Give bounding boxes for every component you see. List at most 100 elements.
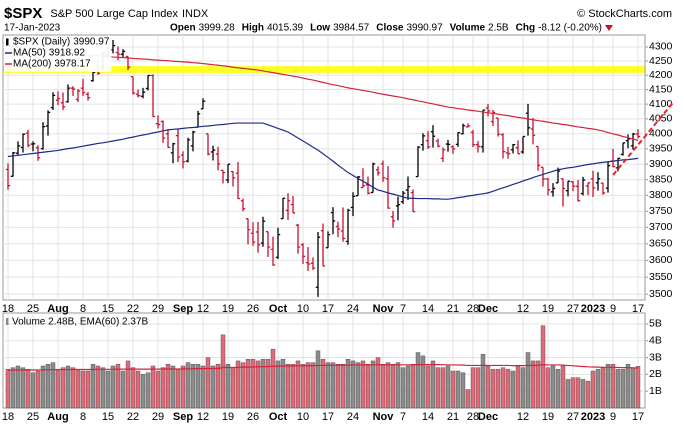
x-tick-label: Sep xyxy=(173,303,193,315)
stat-value: 3999.28 xyxy=(199,23,236,34)
volume-bar xyxy=(230,367,236,409)
volume-bar xyxy=(280,359,286,409)
y-tick-label: 3850 xyxy=(649,173,673,185)
volume-bar xyxy=(365,364,371,409)
x-tick-label: 29 xyxy=(152,411,164,423)
volume-bar xyxy=(345,359,351,409)
volume-bar xyxy=(220,334,226,409)
volume-chart: 1B 2B 3B 4B 5B 18 25 Aug 8 15 22 29 Sep 12 19 26 Oct 10 17… xyxy=(2,313,662,423)
volume-bar xyxy=(195,364,201,409)
volume-bar xyxy=(445,365,451,409)
volume-bar xyxy=(520,367,526,409)
price-chart: 3500 3550 3600 3650 3700 3750 3800 3850 3900 3950… xyxy=(2,35,674,315)
x-tick-label: Dec xyxy=(478,303,498,315)
volume-bar xyxy=(90,364,96,409)
volume-bar xyxy=(515,365,521,409)
volume-bar xyxy=(70,367,76,409)
x-tick-label: Nov xyxy=(373,411,395,423)
x-tick-label: 25 xyxy=(27,303,39,315)
x-tick-label: 19 xyxy=(222,411,234,423)
volume-bar xyxy=(75,369,81,409)
y-tick-label: 1B xyxy=(649,385,662,397)
symbol: $SPX xyxy=(4,5,42,22)
volume-bar xyxy=(625,364,631,409)
volume-bar xyxy=(115,364,121,409)
volume-bar xyxy=(145,372,151,409)
x-tick-label: 7 xyxy=(400,411,406,423)
x-tick-label: Aug xyxy=(47,303,68,315)
x-tick-label: 10 xyxy=(297,411,309,423)
volume-bar xyxy=(240,362,246,409)
volume-bar xyxy=(600,367,606,409)
x-tick-label: 15 xyxy=(102,411,114,423)
volume-bar xyxy=(460,372,466,409)
x-tick-label: 17 xyxy=(322,303,334,315)
volume-bar xyxy=(275,360,281,409)
volume-bar xyxy=(425,365,431,409)
x-tick-label: 10 xyxy=(297,303,309,315)
volume-bar xyxy=(105,370,111,409)
volume-bar xyxy=(260,359,266,409)
volume-bar xyxy=(330,362,336,409)
volume-bar xyxy=(400,367,406,409)
date: 17-Jan-2023 xyxy=(4,23,61,34)
volume-bar xyxy=(475,367,481,409)
y-tick-label: 3500 xyxy=(649,288,673,300)
stat-label: Chg xyxy=(516,23,535,34)
volume-bar xyxy=(285,364,291,409)
volume-bar xyxy=(175,369,181,409)
x-tick-label: 19 xyxy=(542,303,554,315)
x-tick-label: 22 xyxy=(127,411,139,423)
y-tick-label: 3B xyxy=(649,351,662,363)
x-tick-label: 12 xyxy=(197,303,209,315)
x-tick-label: 21 xyxy=(447,303,459,315)
volume-bar xyxy=(555,369,561,409)
stat-label: Open xyxy=(170,23,196,34)
highlight-band xyxy=(3,66,645,73)
x-tick-label: 18 xyxy=(2,411,14,423)
volume-bar xyxy=(335,364,341,409)
x-tick-label: 25 xyxy=(27,411,39,423)
volume-bar xyxy=(290,364,296,409)
volume-bar xyxy=(585,380,591,409)
x-tick-label: 9 xyxy=(610,411,616,423)
x-tick-label: 17 xyxy=(322,411,334,423)
volume-bar xyxy=(120,370,126,409)
y-tick-label: 4300 xyxy=(649,41,673,53)
volume-bar xyxy=(155,370,161,409)
down-arrow xyxy=(604,25,613,31)
y-tick-label: 3550 xyxy=(649,271,673,283)
volume-bar xyxy=(315,350,321,409)
y-tick-label: 2B xyxy=(649,368,662,380)
volume-bar xyxy=(210,365,216,409)
volume-bar xyxy=(30,372,36,409)
y-tick-label: 3650 xyxy=(649,238,673,250)
volume-bar xyxy=(360,360,366,409)
volume-bar xyxy=(565,379,571,409)
volume-bar xyxy=(490,369,496,409)
x-tick-label: 27 xyxy=(567,411,579,423)
volume-bar xyxy=(320,359,326,409)
volume-bar xyxy=(525,352,531,409)
volume-bar xyxy=(590,370,596,409)
volume-bar xyxy=(125,360,131,409)
volume-bar xyxy=(10,367,16,409)
legend-label: MA(200) xyxy=(13,59,51,70)
volume-bar xyxy=(450,370,456,409)
y-tick-label: 3600 xyxy=(649,254,673,266)
legend-value: 3990.97 xyxy=(73,37,110,48)
volume-bar xyxy=(185,362,191,409)
volume-bar xyxy=(45,364,51,409)
legend-label: MA(50) xyxy=(13,48,46,59)
x-tick-label: 29 xyxy=(152,303,164,315)
legend-box xyxy=(4,36,112,72)
volume-bar xyxy=(580,379,586,409)
volume-bar xyxy=(20,367,26,409)
volume-bar xyxy=(485,365,491,409)
x-tick-label: 28 xyxy=(467,411,479,423)
y-tick-label: 4100 xyxy=(649,98,673,110)
volume-bar xyxy=(265,359,271,409)
stat-value: 4015.39 xyxy=(267,23,304,34)
x-tick-label: 8 xyxy=(80,411,86,423)
